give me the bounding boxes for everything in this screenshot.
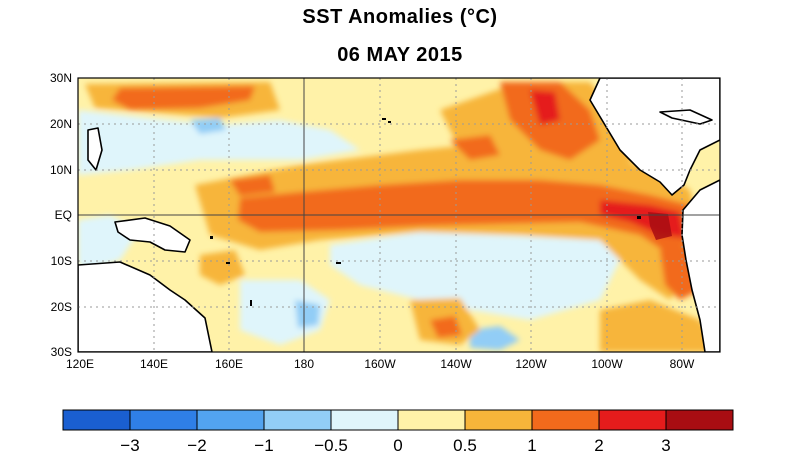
lat-tick: 10N: [50, 163, 72, 177]
colorbar-swatch: [531, 409, 600, 431]
gridlines: [78, 78, 720, 352]
colorbar-label: −0.5: [314, 436, 348, 455]
colorbar-swatch: [62, 409, 131, 431]
colorbar-swatch: [330, 409, 399, 431]
lat-tick: 20S: [51, 300, 72, 314]
lat-tick: EQ: [55, 208, 72, 222]
hot-zone-south: [430, 316, 462, 338]
lon-tick: 160E: [215, 357, 243, 371]
colorbar-swatch: [397, 409, 466, 431]
colorbar-swatch: [464, 409, 533, 431]
map-title: SST Anomalies (°C): [302, 6, 498, 28]
colorbar: −3 −2 −1 −0.5 0 0.5 1 2 3: [62, 409, 734, 455]
map-frame: [77, 77, 721, 353]
lon-tick: 120W: [515, 357, 547, 371]
cool-zone-west-north: [78, 110, 360, 175]
colorbar-label: 1: [527, 436, 536, 455]
colorbar-label: −1: [254, 436, 273, 455]
lon-tick: 180: [294, 357, 314, 371]
colorbar-label: 0.5: [453, 436, 477, 455]
lon-tick: 140E: [140, 357, 168, 371]
south-america: [681, 179, 720, 352]
colorbar-swatch: [196, 409, 265, 431]
colorbar-swatch: [263, 409, 332, 431]
lon-tick: 120E: [66, 357, 94, 371]
hot-zone-west-north: [230, 175, 275, 196]
islands: [210, 118, 641, 306]
new-guinea: [114, 217, 191, 253]
reference-lines: [78, 78, 720, 352]
lat-axis: 30N 20N 10N EQ 10S 20S 30S: [50, 71, 72, 359]
lat-tick: 20N: [50, 117, 72, 131]
warm-zone-sw: [200, 250, 245, 285]
colorbar-swatch: [598, 409, 667, 431]
cool-spot-north: [190, 118, 226, 134]
lat-tick: 30N: [50, 71, 72, 85]
cool-spot-se: [470, 326, 520, 350]
philippines: [87, 127, 103, 171]
hot-core-baja: [530, 90, 560, 125]
lat-tick: 30S: [51, 345, 72, 359]
colorbar-label: −3: [120, 436, 139, 455]
hot-zone-equatorial: [238, 180, 690, 255]
warm-zone-se-corner: [600, 300, 720, 352]
lon-tick: 160W: [364, 357, 396, 371]
hot-zone-north-west: [112, 86, 255, 110]
colorbar-label: 2: [594, 436, 603, 455]
cool-zone-south-central: [330, 232, 620, 320]
cuba: [659, 109, 713, 125]
colorbar-label: 0: [393, 436, 402, 455]
colorbar-label: 3: [661, 436, 670, 455]
map-date: 06 MAY 2015: [337, 44, 463, 66]
lon-tick: 80W: [670, 357, 695, 371]
lon-axis: 120E 140E 160E 180 160W 140W 120W 100W 8…: [66, 357, 695, 371]
americas: [589, 78, 720, 196]
hot-core-peru: [648, 212, 672, 240]
lon-tick: 140W: [440, 357, 472, 371]
lat-tick: 10S: [51, 254, 72, 268]
lon-tick: 100W: [591, 357, 623, 371]
hot-zone-hawaii-east: [450, 135, 500, 160]
colorbar-swatch: [129, 409, 198, 431]
cool-zone-south-west: [240, 280, 330, 345]
colorbar-label: −2: [187, 436, 206, 455]
colorbar-swatch: [665, 409, 734, 431]
